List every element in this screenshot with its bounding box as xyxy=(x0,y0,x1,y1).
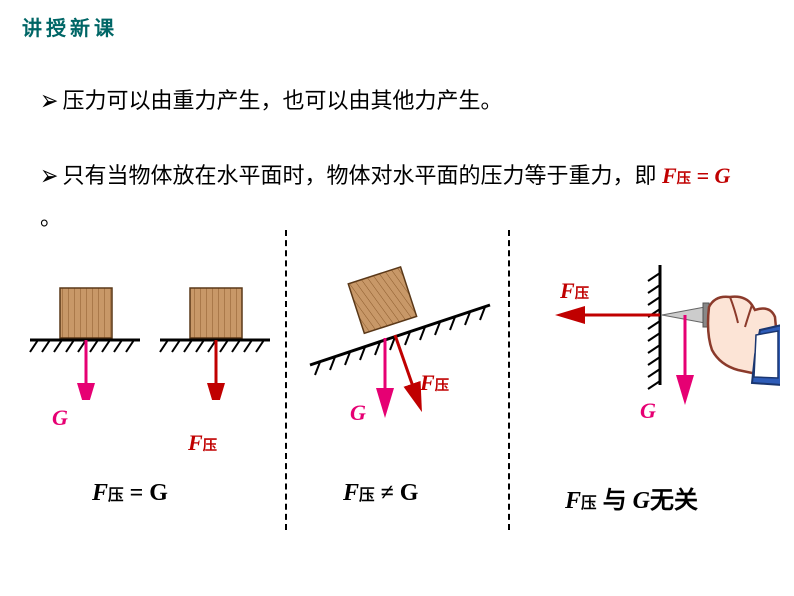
d2-force-label: F压 xyxy=(420,370,449,396)
diagram-1 xyxy=(20,270,280,400)
d3-gravity-label: G xyxy=(640,398,656,424)
d1-force-label: F压 xyxy=(188,430,217,456)
eq-F: F xyxy=(662,163,677,188)
bullet-2-text-a: 只有当物体放在水平面时，物体对水平面的压力等于重力，即 xyxy=(62,163,662,188)
bullet-arrow-icon: ➢ xyxy=(40,74,58,128)
eq-sub: 压 xyxy=(677,171,691,187)
d1-gravity-label: G xyxy=(52,405,68,431)
bullet-1-text: 压力可以由重力产生，也可以由其他力产生。 xyxy=(62,88,502,113)
divider-1 xyxy=(285,230,287,530)
d2-caption: F压 ≠ G xyxy=(343,480,418,507)
diagram-2 xyxy=(295,255,505,440)
bullet-2: ➢只有当物体放在水平面时，物体对水平面的压力等于重力，即 F压 = G 。 xyxy=(40,155,740,239)
bullet-2-text-b: 。 xyxy=(40,205,62,230)
bullet-arrow-icon: ➢ xyxy=(40,149,58,203)
divider-2 xyxy=(508,230,510,530)
eq-G: = G xyxy=(691,163,730,188)
d3-force-label: F压 xyxy=(560,278,589,304)
bullet-1: ➢压力可以由重力产生，也可以由其他力产生。 xyxy=(40,80,740,122)
d2-gravity-label: G xyxy=(350,400,366,426)
page-header: 讲授新课 xyxy=(22,12,118,41)
d3-caption: F压 与 G无关 xyxy=(565,480,698,515)
d1-caption: F压 = G xyxy=(92,480,168,507)
